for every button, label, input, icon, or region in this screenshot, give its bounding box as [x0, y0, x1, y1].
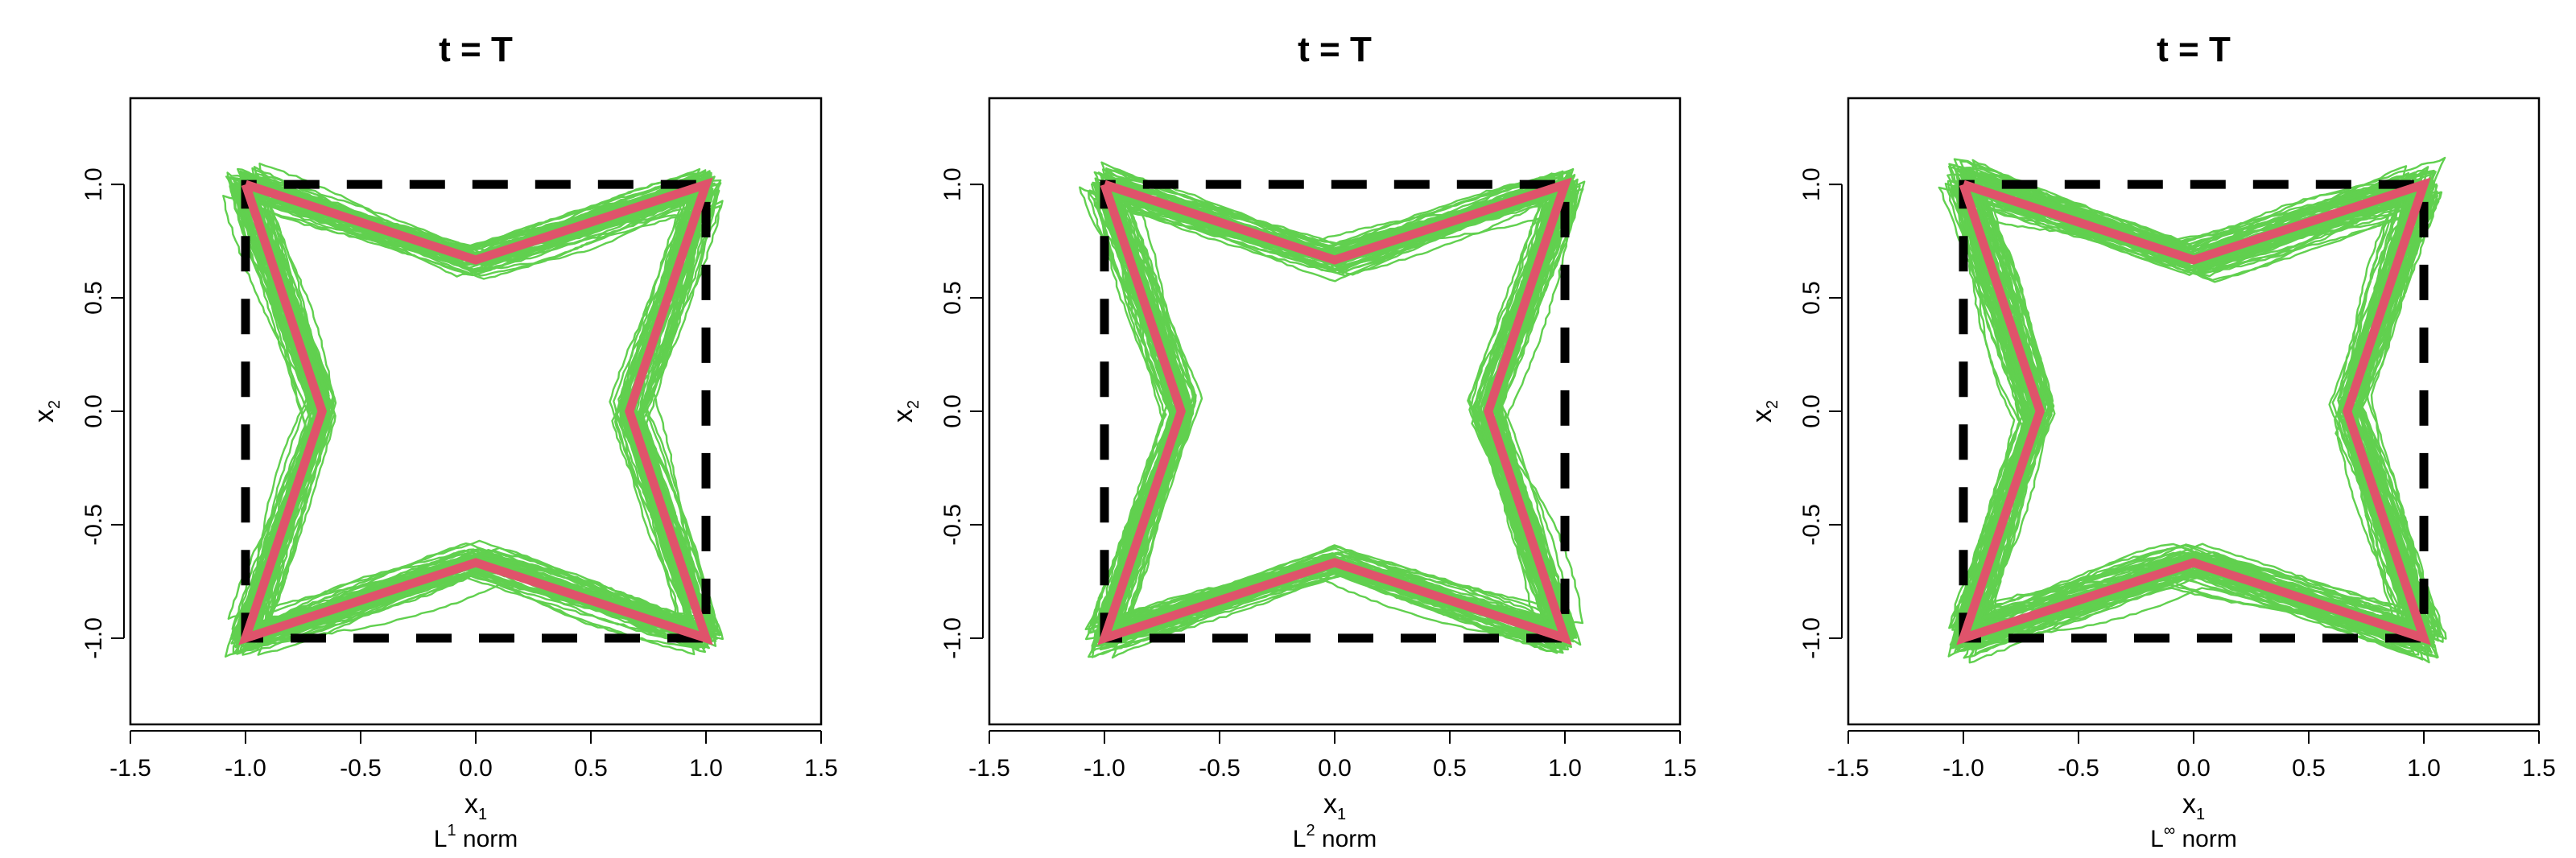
y-axis-label: x2 — [29, 400, 64, 423]
reference-square — [241, 179, 711, 643]
x-tick-label: -1.0 — [225, 755, 266, 782]
norm-caption: L1 norm — [434, 822, 518, 852]
x-tick-label: 0.0 — [459, 755, 493, 782]
x-tick-label: 0.5 — [1433, 755, 1467, 782]
x-axis-label: x1 — [464, 789, 487, 823]
panel-title: t = T — [1298, 30, 1372, 69]
y-tick-label: 0.5 — [939, 281, 966, 315]
x-tick-label: 0.0 — [2177, 755, 2211, 782]
sample-trajectories — [1938, 156, 2447, 664]
x-axis: -1.5 -1.0 -0.5 0.0 0.5 1.0 1.5 — [109, 730, 838, 782]
x-tick-label: -0.5 — [1199, 755, 1241, 782]
x-tick-label: -1.5 — [109, 755, 151, 782]
y-tick-label: -0.5 — [1798, 504, 1825, 546]
sample-trajectories — [1079, 161, 1586, 659]
sample-curve — [1948, 163, 2439, 658]
y-tick-label: 1.0 — [939, 167, 966, 201]
x-tick-label: 1.5 — [804, 755, 838, 782]
x-tick-label: 0.5 — [574, 755, 608, 782]
plot-frame — [1847, 97, 2541, 726]
y-tick-label: 1.0 — [1798, 167, 1825, 201]
target-curve — [1097, 177, 1572, 646]
y-tick-label: -0.5 — [80, 504, 107, 546]
plot-frame — [988, 97, 1682, 726]
sample-curve — [1948, 171, 2447, 640]
reference-square — [1959, 179, 2429, 643]
x-tick-label: 1.5 — [2522, 755, 2556, 782]
panel-2: t = T -1.5 -1.0 -0.5 0.0 0.5 1.0 1.5 -1.0 -0.5 0.0… — [888, 30, 1697, 852]
x-tick-label: -1.0 — [1084, 755, 1125, 782]
y-tick-label: -1.0 — [1798, 617, 1825, 659]
y-axis: -1.0 -0.5 0.0 0.5 1.0 — [939, 167, 984, 659]
y-axis: -1.0 -0.5 0.0 0.5 1.0 — [1798, 167, 1843, 659]
plot-area — [1938, 156, 2447, 664]
target-curve — [238, 177, 713, 646]
target-curve — [1956, 177, 2431, 646]
panel-title: t = T — [439, 30, 513, 69]
reference-square — [1100, 179, 1570, 643]
y-tick-label: 0.0 — [1798, 394, 1825, 428]
x-tick-label: 1.5 — [1663, 755, 1697, 782]
panel-3: t = T -1.5 -1.0 -0.5 0.0 0.5 1.0 1.5 -1.0 -0.5 0.0… — [1747, 30, 2556, 852]
y-tick-label: 0.0 — [80, 394, 107, 428]
sample-curve — [1955, 173, 2437, 640]
panel-title: t = T — [2157, 30, 2231, 69]
y-tick-label: 0.5 — [1798, 281, 1825, 315]
norm-caption: L∞ norm — [2150, 822, 2237, 852]
y-tick-label: -1.0 — [939, 617, 966, 659]
sample-curve — [231, 174, 720, 649]
x-tick-label: 1.0 — [1548, 755, 1582, 782]
x-axis: -1.5 -1.0 -0.5 0.0 0.5 1.0 1.5 — [968, 730, 1697, 782]
y-axis-label: x2 — [888, 400, 923, 423]
x-tick-label: 1.0 — [2407, 755, 2441, 782]
y-axis: -1.0 -0.5 0.0 0.5 1.0 — [80, 167, 125, 659]
x-tick-label: -0.5 — [2058, 755, 2099, 782]
y-tick-label: 0.5 — [80, 281, 107, 315]
x-tick-label: 0.5 — [2292, 755, 2326, 782]
x-tick-label: 0.0 — [1318, 755, 1352, 782]
x-tick-label: -1.0 — [1942, 755, 1984, 782]
x-axis-label: x1 — [2182, 789, 2205, 823]
plot-frame — [129, 97, 823, 726]
x-tick-label: -1.5 — [1827, 755, 1869, 782]
x-axis: -1.5 -1.0 -0.5 0.0 0.5 1.0 1.5 — [1827, 730, 2556, 782]
norm-caption: L2 norm — [1293, 822, 1377, 852]
y-tick-label: 1.0 — [80, 167, 107, 201]
x-axis-label: x1 — [1323, 789, 1346, 823]
y-tick-label: -0.5 — [939, 504, 966, 546]
y-tick-label: -1.0 — [80, 617, 107, 659]
x-tick-label: -0.5 — [340, 755, 382, 782]
y-tick-label: 0.0 — [939, 394, 966, 428]
plot-area — [222, 162, 724, 658]
plot-area — [1079, 161, 1586, 659]
x-tick-label: -1.5 — [968, 755, 1010, 782]
x-tick-label: 1.0 — [689, 755, 723, 782]
sample-curve — [1946, 179, 2431, 633]
sample-trajectories — [222, 162, 724, 658]
y-axis-label: x2 — [1747, 400, 1781, 423]
panel-1: t = T -1.5 -1.0 -0.5 0.0 0.5 1.0 1.5 -1.0 -0.5 0.0… — [29, 30, 838, 852]
sample-curve — [1084, 188, 1584, 641]
